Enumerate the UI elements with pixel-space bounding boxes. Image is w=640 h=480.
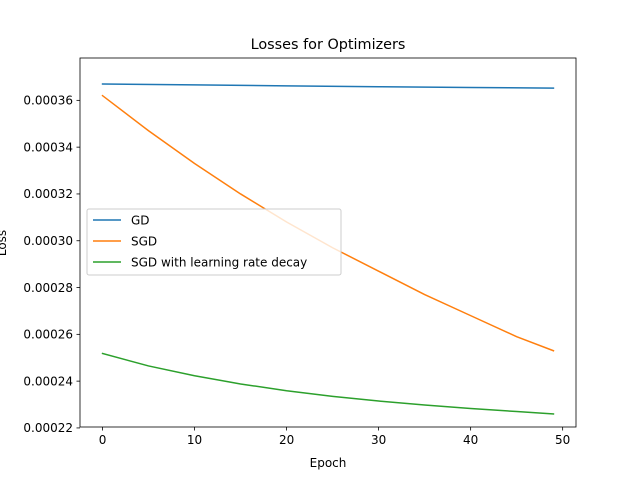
legend-box	[86, 208, 342, 276]
legend: GD SGD SGD with learning rate decay	[86, 208, 342, 276]
legend-label: SGD	[131, 234, 157, 248]
chart-title: Losses for Optimizers	[251, 37, 406, 53]
x-axis-ticks: 0 10 20 30 40 50	[99, 427, 570, 447]
legend-label: SGD with learning rate decay	[131, 255, 307, 269]
y-tick-label: 0.00032	[23, 187, 73, 201]
x-tick-label: 40	[463, 433, 478, 447]
y-tick-label: 0.00022	[23, 421, 73, 435]
y-axis-ticks: 0.00022 0.00024 0.00026 0.00028 0.00030 0.000…	[23, 94, 80, 435]
series-line-gd	[101, 83, 555, 89]
plot-area-frame	[79, 57, 577, 428]
series-line-sgd-with-learning-rate-decay	[101, 352, 555, 415]
y-tick-label: 0.00024	[23, 374, 73, 388]
y-tick-label: 0.00036	[23, 94, 73, 108]
y-tick-label: 0.00028	[23, 281, 73, 295]
x-tick-label: 50	[555, 433, 570, 447]
y-tick-label: 0.00034	[23, 140, 73, 154]
x-tick-label: 10	[187, 433, 202, 447]
y-axis-label: Loss	[0, 230, 9, 256]
y-tick-label: 0.00026	[23, 328, 73, 342]
legend-label: GD	[131, 213, 150, 227]
x-axis-label: Epoch	[310, 456, 347, 470]
x-tick-label: 20	[279, 433, 294, 447]
y-tick-label: 0.00030	[23, 234, 73, 248]
x-tick-label: 0	[99, 433, 107, 447]
x-tick-label: 30	[371, 433, 386, 447]
